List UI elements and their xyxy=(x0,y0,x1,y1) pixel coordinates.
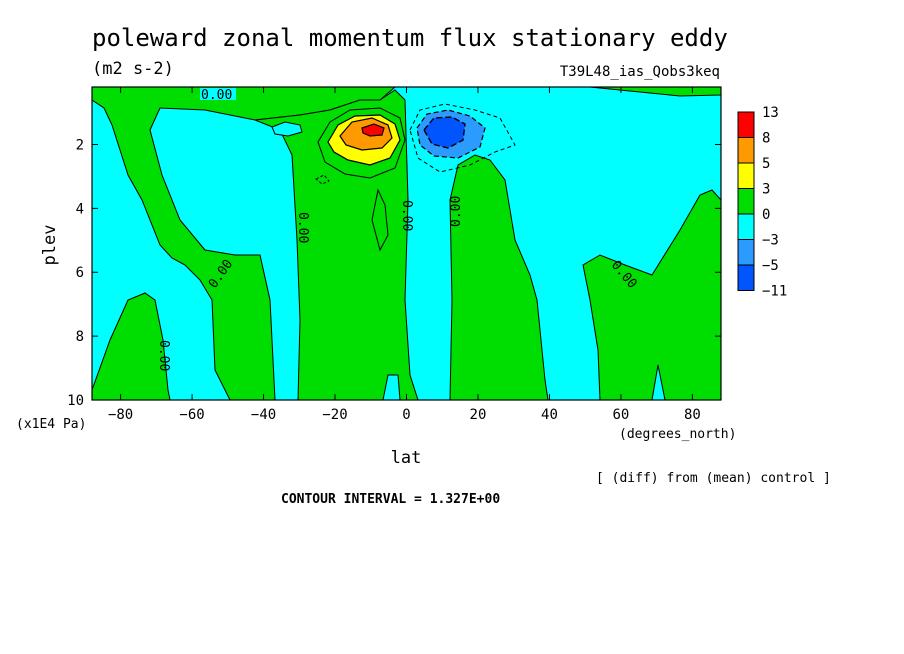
colorbar-label: −5 xyxy=(762,258,779,274)
colorbar-swatch xyxy=(737,137,755,164)
x-axis-label: lat xyxy=(391,448,422,468)
colorbar-swatch xyxy=(737,213,755,240)
colorbar-label: 3 xyxy=(762,182,770,198)
colorbar-swatch xyxy=(737,162,755,189)
contour-label-bg xyxy=(200,88,236,100)
dashed-small-contour xyxy=(315,174,330,185)
x-tick-label: 80 xyxy=(684,407,701,423)
colorbar-swatch xyxy=(737,239,755,266)
colorbar-label: 5 xyxy=(762,156,770,172)
negative-patch-small xyxy=(271,121,303,137)
colorbar-label: 0 xyxy=(762,207,770,223)
negative-min-contour-outer xyxy=(409,103,516,173)
positive-max-contour-outer xyxy=(317,107,406,179)
experiment-label: T39L48_ias_Qobs3keq xyxy=(560,64,720,80)
x-axis-ticks: −80 −60 −40 −20 0 20 40 60 80 xyxy=(108,87,701,423)
colorbar-swatch xyxy=(737,264,755,291)
colorbar-label: 13 xyxy=(762,105,779,121)
positive-region-sw-column xyxy=(92,292,171,400)
positive-region-top-right xyxy=(589,87,721,97)
x-tick-label: 40 xyxy=(541,407,558,423)
x-tick-label: −20 xyxy=(322,407,347,423)
contour-label: 0.00 xyxy=(156,340,171,371)
x-tick-label: 60 xyxy=(613,407,630,423)
x-tick-label: 20 xyxy=(470,407,487,423)
contour-interval: CONTOUR INTERVAL = 1.327E+00 xyxy=(281,492,500,507)
colorbar-label: 8 xyxy=(762,131,770,147)
negative-min-band-5 xyxy=(423,116,466,149)
contour-label: 0.00 xyxy=(295,212,310,243)
plot-area xyxy=(92,87,721,400)
colorbar-swatch xyxy=(737,188,755,215)
positive-region-nh-column xyxy=(449,154,549,400)
y-axis-units: (x1E4 Pa) xyxy=(16,417,86,432)
y-axis-label: plev xyxy=(40,225,60,266)
y-tick-label: 6 xyxy=(76,265,84,281)
chart-title: poleward zonal momentum flux stationary … xyxy=(92,24,728,52)
chart-units: (m2 s-2) xyxy=(92,59,174,79)
positive-region-trunk xyxy=(254,89,419,400)
x-tick-label: 0 xyxy=(402,407,410,423)
y-tick-label: 10 xyxy=(67,393,84,409)
positive-max-band-8 xyxy=(361,123,385,137)
x-tick-label: −40 xyxy=(251,407,276,423)
y-tick-label: 2 xyxy=(76,137,84,153)
contour-label: 0.00 xyxy=(201,88,232,103)
colorbar-legend: 13 8 5 3 0 −3 −5 −11 xyxy=(737,105,787,300)
contour-label: 0.00 xyxy=(399,200,414,231)
colorbar-label: −11 xyxy=(762,284,787,300)
colorbar-label: −3 xyxy=(762,233,779,249)
contour-labels: 0.00 0.00 0.00 0.00 0.00 0.00 0.00 xyxy=(156,88,640,371)
contour-label: 0.00 xyxy=(449,196,464,227)
x-tick-label: −80 xyxy=(108,407,133,423)
y-tick-label: 8 xyxy=(76,329,84,345)
positive-region-ne xyxy=(582,189,721,400)
colorbar-swatch xyxy=(737,111,755,138)
x-axis-units: (degrees_north) xyxy=(619,427,736,442)
trunk-inner-contour xyxy=(371,188,389,252)
comparison-note: [ (diff) from (mean) control ] xyxy=(596,471,831,486)
y-tick-label: 4 xyxy=(76,201,84,217)
x-tick-label: −60 xyxy=(179,407,204,423)
y-axis-ticks: 2 4 6 8 10 xyxy=(67,137,721,409)
